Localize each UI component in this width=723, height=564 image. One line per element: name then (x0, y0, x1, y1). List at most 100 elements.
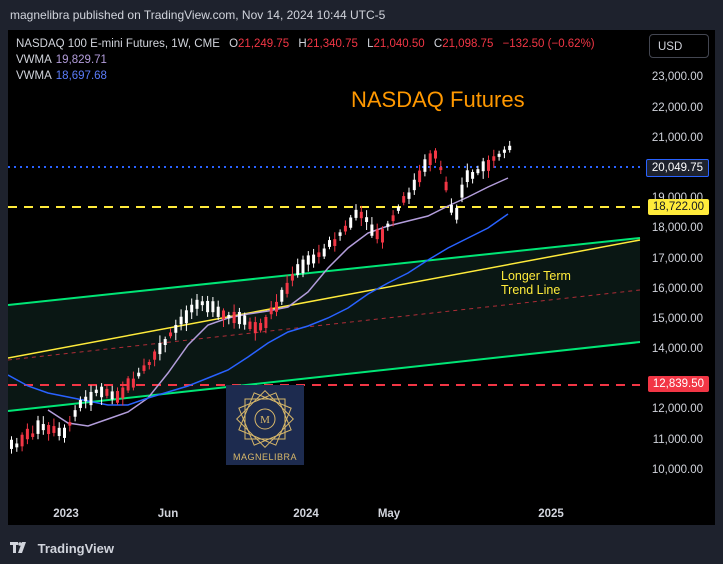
candle-body (259, 322, 263, 331)
trend-line-annotation[interactable]: Longer Term Trend Line (501, 269, 571, 297)
candle-body (449, 204, 453, 213)
candle-body (232, 311, 236, 324)
candle-body (195, 299, 199, 309)
candle-body (412, 179, 416, 191)
candle-body (370, 224, 374, 236)
symbol-label: NASDAQ 100 E-mini Futures, 1W, CME (16, 38, 220, 50)
candle-body (227, 314, 231, 319)
candle-body (216, 306, 220, 317)
open-value: 21,249.75 (238, 38, 290, 50)
price-tick: 23,000.00 (651, 71, 703, 83)
candle-body (439, 167, 443, 171)
candle-body (338, 232, 342, 236)
candle-body (402, 196, 406, 203)
candle-body (94, 389, 98, 393)
candle-body (68, 422, 72, 426)
candle-body (179, 316, 183, 325)
candle-body (89, 391, 93, 406)
magnelibra-logo: M MAGNELIBRA (226, 385, 304, 465)
candle-body (481, 161, 485, 172)
candle-body (264, 316, 268, 329)
time-tick: 2025 (538, 508, 564, 520)
candle-body (434, 150, 437, 159)
candle-body (407, 192, 411, 199)
currency-button[interactable]: USD (649, 34, 709, 58)
candle-body (497, 153, 501, 157)
candle-body (20, 434, 24, 447)
candle-body (15, 443, 19, 448)
channel-lower-line (8, 341, 641, 412)
candle-body (158, 342, 162, 355)
candle-body (73, 410, 77, 417)
candle-body (508, 145, 512, 151)
logo-text: MAGNELIBRA (232, 452, 297, 462)
price-tick: 15,000.00 (651, 313, 703, 325)
candle-body (211, 301, 215, 313)
candle-body (126, 378, 130, 391)
legend-vwma2-row[interactable]: VWMA 18,697.68 (16, 68, 595, 84)
channel-upper-line (8, 237, 641, 306)
candle-body (290, 274, 294, 281)
candle-body (131, 378, 135, 388)
candle-body (381, 229, 384, 243)
candle-body (253, 322, 257, 334)
chart-title-annotation[interactable]: NASDAQ Futures (351, 87, 525, 112)
open-label: O (229, 38, 239, 50)
price-tick: 17,000.00 (651, 253, 703, 265)
candle-body (285, 282, 289, 294)
trend-line (8, 239, 641, 359)
candle-body (322, 248, 326, 257)
candle-body (142, 365, 146, 371)
logo-emblem-icon: M (236, 390, 294, 448)
candle-body (343, 225, 347, 232)
chart-legend: NASDAQ 100 E-mini Futures, 1W, CME O21,2… (16, 36, 595, 84)
price-tick: 22,000.00 (651, 102, 703, 114)
tradingview-logo-icon (10, 536, 30, 564)
candle-body (365, 217, 369, 223)
footer: TradingView (0, 535, 723, 563)
candle-body (386, 223, 390, 227)
legend-vwma1-row[interactable]: VWMA 19,829.71 (16, 52, 595, 68)
price-tick: 11,000.00 (652, 434, 703, 446)
vwma1-value: 19,829.71 (55, 54, 107, 66)
candle-body (110, 391, 114, 400)
close-label: C (433, 38, 443, 50)
candle-body (301, 259, 305, 274)
candle-body (63, 427, 66, 438)
candle-body (471, 171, 475, 179)
candlestick-series (10, 140, 512, 454)
candle-body (375, 229, 379, 240)
candle-body (269, 307, 273, 315)
candle-body (492, 156, 496, 161)
candle-body (47, 425, 51, 435)
yellow-level-tag: 18,722.00 (647, 199, 709, 215)
chart-area[interactable]: NASDAQ 100 E-mini Futures, 1W, CME O21,2… (8, 30, 715, 525)
candle-body (359, 211, 363, 219)
candle-body (502, 149, 506, 153)
candle-body (354, 209, 358, 218)
channel-mid-line (8, 289, 641, 361)
footer-brand[interactable]: TradingView (37, 541, 114, 556)
candle-body (391, 215, 395, 222)
candle-body (487, 159, 490, 171)
candle-body (237, 311, 241, 325)
price-tick: 21,000.00 (651, 132, 703, 144)
candle-body (248, 321, 252, 330)
blue-level-tag: 20,049.75 (645, 159, 709, 177)
candle-body (317, 252, 321, 257)
high-label: H (298, 38, 307, 50)
channel-fill (8, 238, 640, 411)
candle-body (243, 315, 247, 325)
high-value: 21,340.75 (306, 38, 358, 50)
candle-body (57, 427, 61, 437)
candle-body (153, 351, 157, 360)
vwma1-label: VWMA (16, 54, 52, 66)
candle-body (328, 240, 331, 247)
price-tick: 16,000.00 (651, 283, 703, 295)
legend-ohlc-row: NASDAQ 100 E-mini Futures, 1W, CME O21,2… (16, 36, 595, 52)
candle-body (444, 181, 448, 191)
candle-body (418, 170, 422, 183)
price-chart[interactable] (8, 30, 715, 525)
candle-body (275, 301, 278, 312)
close-value: 21,098.75 (442, 38, 494, 50)
